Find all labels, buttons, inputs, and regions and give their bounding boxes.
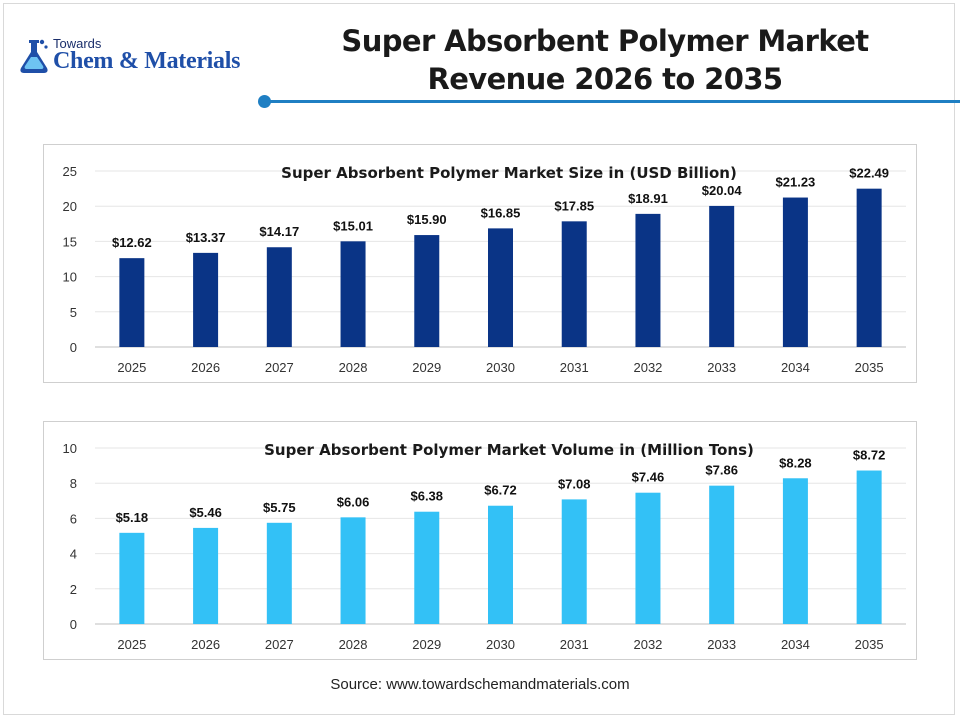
bar xyxy=(119,258,145,347)
title-line-2: Revenue 2026 to 2035 xyxy=(427,62,783,96)
chart-panel-volume: 0 2 4 6 8 10 $5.18 2025 $5.46 2026 $5.75 2027 $6.06 2… xyxy=(43,421,917,660)
y-tick-label: 10 xyxy=(63,441,77,456)
x-tick-label: 2032 xyxy=(633,360,662,375)
chart-title: Super Absorbent Polymer Market Size in (… xyxy=(281,164,737,182)
bar xyxy=(414,235,440,347)
data-label: $17.85 xyxy=(554,198,594,213)
market-volume-chart: 0 2 4 6 8 10 $5.18 2025 $5.46 2026 $5.75 2027 $6.06 2… xyxy=(63,441,906,652)
x-tick-label: 2029 xyxy=(412,360,441,375)
x-tick-label: 2028 xyxy=(339,360,368,375)
bar xyxy=(561,221,587,347)
data-label: $8.72 xyxy=(853,448,886,463)
y-tick-label: 10 xyxy=(63,270,77,285)
y-tick-label: 25 xyxy=(63,164,77,179)
bar xyxy=(561,499,587,624)
bar xyxy=(709,485,735,624)
x-tick-label: 2029 xyxy=(412,637,441,652)
x-tick-label: 2033 xyxy=(707,360,736,375)
x-tick-label: 2034 xyxy=(781,360,810,375)
y-tick-label: 20 xyxy=(63,199,77,214)
bar xyxy=(856,188,882,347)
x-tick-label: 2030 xyxy=(486,360,515,375)
data-label: $21.23 xyxy=(776,175,816,190)
data-label: $5.46 xyxy=(189,505,222,520)
x-tick-label: 2025 xyxy=(117,360,146,375)
bar xyxy=(782,478,808,624)
chart-title: Super Absorbent Polymer Market Volume in… xyxy=(264,441,754,459)
data-label: $5.75 xyxy=(263,500,296,515)
data-label: $14.17 xyxy=(259,224,299,239)
data-label: $7.86 xyxy=(705,463,738,478)
data-label: $7.46 xyxy=(632,470,665,485)
data-label: $22.49 xyxy=(849,166,889,181)
title-line-1: Super Absorbent Polymer Market xyxy=(341,24,869,58)
data-label: $6.06 xyxy=(337,494,370,509)
bar xyxy=(856,470,882,624)
bar xyxy=(635,213,661,347)
bar xyxy=(193,527,219,624)
brand-logo: Towards Chem & Materials xyxy=(16,34,266,80)
flask-icon xyxy=(20,39,48,73)
x-tick-label: 2031 xyxy=(560,637,589,652)
y-tick-label: 15 xyxy=(63,234,77,249)
bar xyxy=(340,517,366,624)
x-tick-label: 2035 xyxy=(855,360,884,375)
bar xyxy=(488,505,513,624)
x-tick-label: 2027 xyxy=(265,637,294,652)
bar xyxy=(782,197,808,347)
x-tick-label: 2033 xyxy=(707,637,736,652)
bar xyxy=(119,532,145,624)
data-label: $7.08 xyxy=(558,476,591,491)
data-label: $18.91 xyxy=(628,191,668,206)
data-label: $6.38 xyxy=(410,489,443,504)
y-tick-label: 8 xyxy=(70,476,77,491)
data-label: $6.72 xyxy=(484,483,517,498)
x-tick-label: 2026 xyxy=(191,360,220,375)
logo-top-text: Towards xyxy=(53,36,102,51)
bar xyxy=(266,247,292,347)
y-tick-label: 2 xyxy=(70,582,77,597)
source-note: Source: www.towardschemandmaterials.com xyxy=(330,676,630,693)
bar xyxy=(340,241,366,347)
x-tick-label: 2035 xyxy=(855,637,884,652)
data-label: $13.37 xyxy=(186,230,226,245)
x-tick-label: 2031 xyxy=(560,360,589,375)
data-label: $15.90 xyxy=(407,212,447,227)
title-rule-dot xyxy=(258,95,271,108)
x-tick-label: 2034 xyxy=(781,637,810,652)
y-tick-label: 0 xyxy=(70,340,77,355)
bar xyxy=(266,522,292,624)
bar xyxy=(488,228,513,347)
x-tick-label: 2025 xyxy=(117,637,146,652)
data-label: $8.28 xyxy=(779,455,812,470)
y-tick-label: 4 xyxy=(70,547,77,562)
data-label: $12.62 xyxy=(112,235,152,250)
data-label: $20.04 xyxy=(702,183,743,198)
y-tick-label: 5 xyxy=(70,305,77,320)
data-label: $16.85 xyxy=(481,205,521,220)
chart-panel-size: 0 5 10 15 20 25 $12.62 2025 $13.37 2026 $14.17 2027… xyxy=(43,144,917,383)
bar xyxy=(709,205,735,347)
market-size-chart: 0510152025$12.622025$13.372026$14.172027… xyxy=(63,164,906,375)
y-tick-label: 6 xyxy=(70,511,77,526)
x-tick-label: 2032 xyxy=(633,637,662,652)
x-tick-label: 2028 xyxy=(339,637,368,652)
page-title: Super Absorbent Polymer Market Revenue 2… xyxy=(300,22,910,98)
x-tick-label: 2027 xyxy=(265,360,294,375)
title-rule xyxy=(265,100,960,103)
bar xyxy=(635,492,661,624)
data-label: $5.18 xyxy=(116,510,149,525)
y-tick-label: 0 xyxy=(70,617,77,632)
x-tick-label: 2026 xyxy=(191,637,220,652)
logo-name-text: Chem & Materials xyxy=(53,48,241,74)
bar xyxy=(414,511,440,624)
data-label: $15.01 xyxy=(333,218,373,233)
bar xyxy=(193,252,219,347)
page-frame xyxy=(3,3,955,715)
x-tick-label: 2030 xyxy=(486,637,515,652)
